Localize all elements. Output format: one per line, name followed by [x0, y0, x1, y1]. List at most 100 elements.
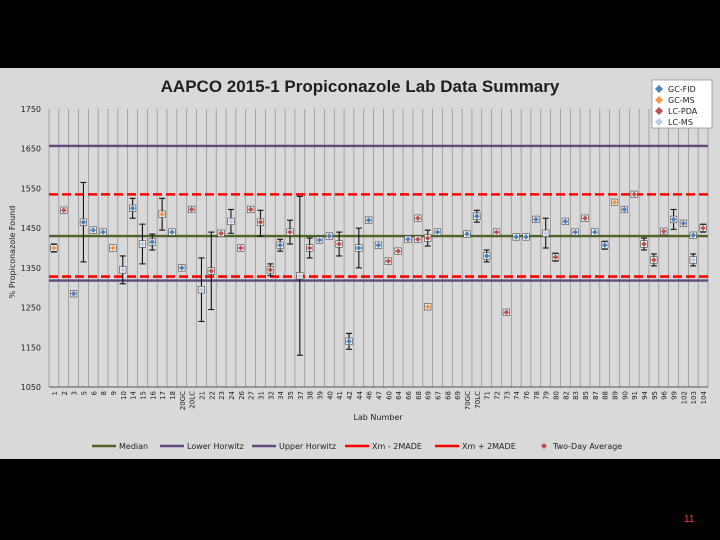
x-tick-label: 26: [238, 390, 246, 399]
data-point: [533, 216, 539, 223]
x-tick-label: 23: [218, 391, 226, 400]
data-point: [267, 267, 274, 273]
x-tick-label: 8: [100, 391, 108, 395]
x-tick-label: 73: [503, 391, 511, 400]
legend-marker: [655, 96, 663, 104]
data-point: [700, 225, 706, 231]
y-axis: 1750 1650 1550 1450 1350 1250 1150 1050: [21, 105, 41, 392]
x-tick-label: 35: [287, 391, 295, 400]
legend-label: Lower Horwitz: [187, 442, 244, 451]
data-point: [228, 218, 234, 225]
data-point: [100, 229, 106, 235]
data-point: [405, 236, 411, 243]
x-tick-label: 38: [307, 391, 315, 400]
data-point: [129, 205, 136, 212]
x-tick-label: 83: [572, 391, 580, 400]
data-point: [237, 245, 244, 251]
x-tick-label: 46: [366, 390, 374, 399]
legend-label: Xm - 2MADE: [372, 442, 422, 451]
data-point: [198, 286, 205, 293]
data-point: [434, 229, 441, 235]
x-tick-label: 17: [159, 391, 167, 400]
x-tick-label: 88: [602, 391, 610, 400]
x-tick-label: 34: [277, 390, 285, 399]
x-tick-label: 89: [612, 391, 620, 400]
x-tick-label: 102: [680, 391, 688, 404]
x-tick-label: 82: [562, 391, 570, 400]
x-tick-label: 90: [621, 391, 629, 400]
data-point: [542, 230, 549, 237]
data-point: [621, 206, 628, 213]
x-tick-label: 3: [71, 391, 79, 395]
x-tick-label: 10: [120, 391, 128, 400]
x-tick-label: 21: [198, 391, 206, 400]
x-tick-label: 76: [523, 390, 531, 399]
x-tick-label: 68: [444, 391, 452, 400]
data-point: [218, 230, 224, 237]
x-tick-label: 31: [257, 391, 265, 400]
x-tick-label: 91: [631, 391, 639, 400]
x-tick-label: 9: [110, 391, 118, 395]
data-point: [523, 234, 529, 240]
x-tick-label: 69: [425, 391, 433, 400]
x-axis: 1 2 3 5 6 8 9 10 14 15 16 17 18 20GC 20LC 21 22 23 24 26 27 3…: [51, 390, 708, 410]
x-tick-label: 64: [395, 390, 403, 399]
chart-title: AAPCO 2015-1 Propiconazole Lab Data Summ…: [160, 77, 560, 96]
data-point: [169, 229, 175, 235]
data-point: [415, 236, 421, 243]
x-tick-label: 18: [169, 391, 177, 400]
data-point: [415, 215, 421, 222]
legend-marker: [655, 107, 663, 115]
x-tick-label: 70GC: [464, 391, 472, 410]
x-tick-label: 44: [356, 390, 364, 399]
legend-label: Xm + 2MADE: [462, 442, 516, 451]
data-point: [188, 206, 195, 213]
error-bars: [50, 181, 707, 356]
x-axis-label: Lab Number: [353, 413, 403, 422]
line-legend: Median Lower Horwitz Upper Horwitz Xm - 2MA…: [92, 442, 622, 451]
data-point: [356, 245, 362, 251]
x-tick-label: 68: [415, 391, 423, 400]
data-point: [119, 267, 126, 273]
data-point: [424, 235, 431, 241]
data-point: [503, 309, 510, 316]
x-tick-label: 20GC: [179, 391, 187, 410]
x-tick-label: 95: [651, 391, 659, 400]
data-point: [316, 237, 323, 243]
x-tick-label: 96: [661, 390, 669, 399]
data-point: [306, 245, 313, 251]
data-point: [385, 258, 392, 264]
x-tick-label: 99: [671, 391, 679, 400]
data-point: [690, 232, 697, 239]
data-point: [464, 231, 470, 237]
data-point: [660, 228, 667, 235]
x-tick-label: 66: [405, 390, 413, 399]
x-tick-label: 1: [51, 391, 59, 395]
legend-label: GC-FID: [668, 85, 696, 94]
x-tick-label: 40: [326, 391, 334, 400]
x-tick-label: 2: [61, 391, 69, 395]
data-point: [641, 241, 647, 247]
y-tick-label: 1650: [21, 145, 41, 154]
y-tick-label: 1150: [21, 343, 41, 352]
data-point: [297, 273, 303, 279]
y-tick-label: 1550: [21, 184, 41, 193]
data-point: [139, 241, 146, 247]
data-point: [60, 207, 67, 214]
y-tick-label: 1350: [21, 264, 41, 273]
x-tick-label: 74: [513, 390, 521, 399]
data-point: [670, 216, 677, 223]
data-point: [483, 253, 490, 259]
marker-legend: GC-FID GC-MS LC-PDA LC-MS: [651, 79, 713, 129]
plot-grid: [48, 109, 709, 388]
data-point: [287, 229, 293, 235]
data-point: [247, 206, 254, 213]
x-tick-label: 14: [130, 390, 138, 399]
data-point: [178, 265, 185, 271]
data-point: [690, 257, 697, 263]
x-tick-label: 39: [316, 391, 324, 400]
x-tick-label: 42: [346, 391, 354, 400]
data-point: [149, 239, 156, 245]
